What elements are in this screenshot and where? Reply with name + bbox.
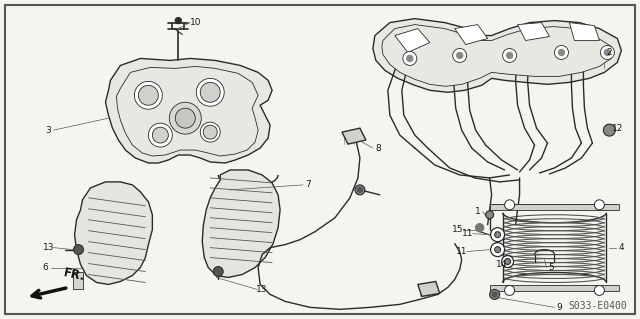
Circle shape: [134, 81, 163, 109]
Circle shape: [595, 286, 604, 295]
Circle shape: [200, 122, 220, 142]
Polygon shape: [418, 281, 440, 296]
Circle shape: [490, 289, 500, 300]
Circle shape: [175, 108, 195, 128]
Polygon shape: [518, 23, 550, 41]
Polygon shape: [74, 182, 152, 285]
Polygon shape: [72, 271, 83, 289]
Polygon shape: [490, 286, 620, 292]
Polygon shape: [454, 25, 488, 45]
Circle shape: [554, 46, 568, 59]
Circle shape: [213, 267, 223, 277]
Circle shape: [175, 18, 181, 24]
Circle shape: [407, 56, 413, 62]
Circle shape: [600, 46, 614, 59]
Polygon shape: [373, 19, 621, 92]
Text: S033-E0400: S033-E0400: [568, 301, 627, 311]
Circle shape: [492, 292, 497, 297]
Circle shape: [507, 52, 513, 58]
Circle shape: [457, 52, 463, 58]
Circle shape: [559, 49, 564, 56]
Circle shape: [495, 232, 500, 238]
Circle shape: [152, 127, 168, 143]
Text: 9: 9: [557, 303, 563, 312]
Circle shape: [502, 48, 516, 63]
Text: 7: 7: [305, 180, 311, 189]
Text: 13: 13: [257, 285, 268, 294]
Polygon shape: [395, 29, 430, 52]
Polygon shape: [570, 23, 600, 41]
Circle shape: [138, 85, 158, 105]
Circle shape: [74, 245, 83, 255]
Circle shape: [504, 200, 515, 210]
Text: 4: 4: [618, 243, 624, 252]
Circle shape: [504, 286, 515, 295]
Text: 6: 6: [43, 263, 49, 272]
Circle shape: [491, 243, 504, 256]
Circle shape: [170, 102, 201, 134]
Circle shape: [495, 247, 500, 253]
Circle shape: [606, 127, 612, 133]
Polygon shape: [382, 25, 611, 86]
Circle shape: [452, 48, 467, 63]
Text: 15: 15: [452, 225, 463, 234]
Circle shape: [200, 82, 220, 102]
Text: 11: 11: [462, 229, 474, 238]
Text: 2: 2: [607, 48, 612, 57]
Polygon shape: [202, 170, 280, 278]
Circle shape: [148, 123, 172, 147]
Circle shape: [403, 51, 417, 65]
Circle shape: [196, 78, 224, 106]
Circle shape: [604, 124, 615, 136]
Circle shape: [357, 187, 362, 192]
Text: 12: 12: [612, 124, 623, 133]
Text: 1: 1: [475, 207, 481, 216]
Circle shape: [504, 259, 511, 264]
Circle shape: [355, 185, 365, 195]
Polygon shape: [106, 58, 272, 163]
Text: 11: 11: [456, 247, 467, 256]
Text: 8: 8: [375, 144, 381, 152]
Text: 13: 13: [43, 243, 54, 252]
Circle shape: [595, 200, 604, 210]
Text: 14: 14: [496, 260, 508, 269]
Polygon shape: [490, 204, 620, 210]
Circle shape: [502, 256, 513, 268]
Circle shape: [204, 125, 217, 139]
Text: 3: 3: [45, 126, 51, 135]
Circle shape: [476, 224, 484, 232]
Circle shape: [486, 211, 493, 219]
Polygon shape: [342, 128, 366, 144]
Polygon shape: [116, 66, 258, 156]
Circle shape: [604, 49, 611, 56]
Circle shape: [491, 228, 504, 241]
Text: 5: 5: [548, 263, 554, 272]
Text: 10: 10: [189, 18, 201, 27]
Text: FR.: FR.: [63, 266, 87, 284]
